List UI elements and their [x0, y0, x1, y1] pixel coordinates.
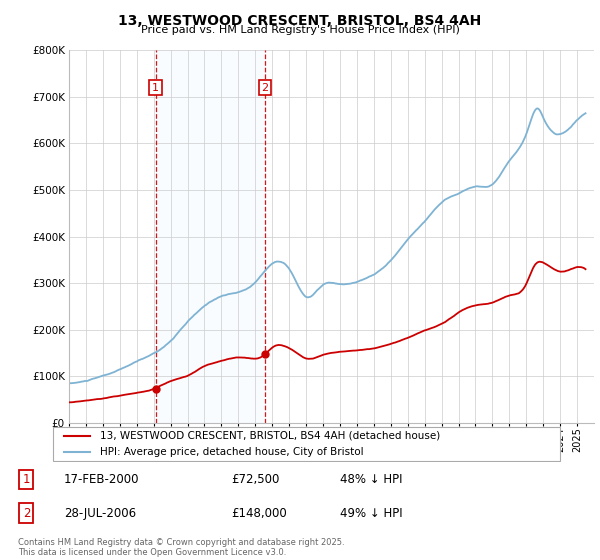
- Text: Price paid vs. HM Land Registry's House Price Index (HPI): Price paid vs. HM Land Registry's House …: [140, 25, 460, 35]
- Text: 1: 1: [23, 473, 30, 486]
- Text: 17-FEB-2000: 17-FEB-2000: [64, 473, 139, 486]
- Text: 2: 2: [262, 83, 269, 92]
- Text: 48% ↓ HPI: 48% ↓ HPI: [340, 473, 403, 486]
- Text: 49% ↓ HPI: 49% ↓ HPI: [340, 507, 403, 520]
- FancyBboxPatch shape: [53, 427, 560, 461]
- Text: 1: 1: [152, 83, 159, 92]
- Text: 28-JUL-2006: 28-JUL-2006: [64, 507, 136, 520]
- Text: £148,000: £148,000: [231, 507, 287, 520]
- Text: 2: 2: [23, 507, 30, 520]
- Text: £72,500: £72,500: [231, 473, 279, 486]
- Bar: [156, 50, 265, 423]
- Text: Contains HM Land Registry data © Crown copyright and database right 2025.
This d: Contains HM Land Registry data © Crown c…: [18, 538, 344, 557]
- Text: 13, WESTWOOD CRESCENT, BRISTOL, BS4 4AH: 13, WESTWOOD CRESCENT, BRISTOL, BS4 4AH: [118, 14, 482, 28]
- Text: 13, WESTWOOD CRESCENT, BRISTOL, BS4 4AH (detached house): 13, WESTWOOD CRESCENT, BRISTOL, BS4 4AH …: [100, 431, 440, 441]
- Text: HPI: Average price, detached house, City of Bristol: HPI: Average price, detached house, City…: [100, 447, 364, 457]
